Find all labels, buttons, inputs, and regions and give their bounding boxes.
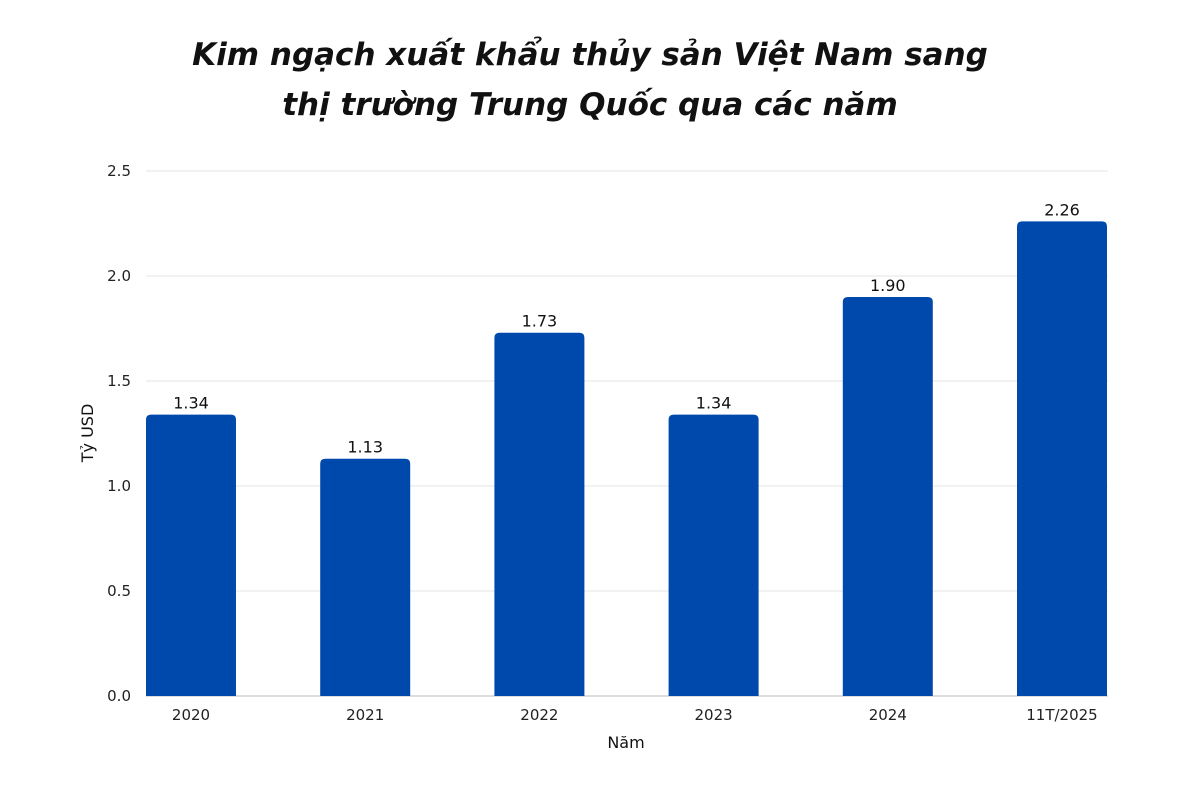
chart-title-line-2: thị trường Trung Quốc qua các năm <box>282 87 898 123</box>
bar-value-label: 1.13 <box>347 438 383 457</box>
y-tick-label: 1.5 <box>107 372 131 390</box>
chart-title-line-1: Kim ngạch xuất khẩu thủy sản Việt Nam sa… <box>192 37 988 73</box>
bar <box>320 458 411 696</box>
y-tick-label: 0.0 <box>107 687 131 705</box>
x-tick-label: 2023 <box>695 706 733 724</box>
bar <box>668 414 759 696</box>
x-tick-label: 2024 <box>869 706 907 724</box>
x-tick-label: 2020 <box>172 706 210 724</box>
x-tick-label: 2021 <box>346 706 384 724</box>
y-tick-label: 2.0 <box>107 267 131 285</box>
x-tick-label: 11T/2025 <box>1026 706 1097 724</box>
bar <box>842 297 933 696</box>
x-axis-label: Năm <box>607 733 644 752</box>
x-tick-label: 2022 <box>520 706 558 724</box>
bar <box>1017 221 1107 696</box>
y-axis-ticks: 0.0 0.5 1.0 1.5 2.0 2.5 <box>107 162 131 705</box>
y-tick-label: 2.5 <box>107 162 131 180</box>
y-tick-label: 0.5 <box>107 582 131 600</box>
chart-title: Kim ngạch xuất khẩu thủy sản Việt Nam sa… <box>0 30 1180 130</box>
y-axis-label: Tỷ USD <box>78 404 97 464</box>
bar-value-label: 1.90 <box>870 276 906 295</box>
bar-value-label: 1.34 <box>173 394 209 413</box>
x-axis-ticks: 2020 2021 2022 2023 2024 11T/2025 <box>172 706 1098 724</box>
bar-value-label: 1.73 <box>522 312 558 331</box>
bar-value-label: 2.26 <box>1044 200 1080 219</box>
bar <box>494 332 585 696</box>
bar-value-label: 1.34 <box>696 394 732 413</box>
gridlines <box>146 170 1108 697</box>
bar <box>146 414 236 696</box>
bars: 1.34 1.13 1.73 1.34 1.90 2.26 <box>146 200 1107 696</box>
y-tick-label: 1.0 <box>107 477 131 495</box>
